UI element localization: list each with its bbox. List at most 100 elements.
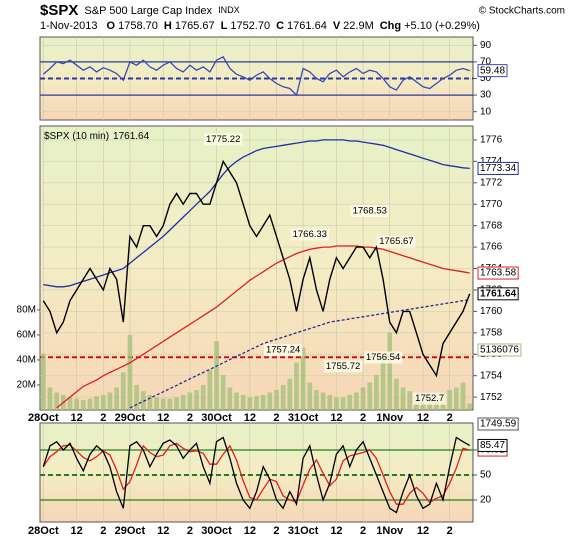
y-tick-label: 10	[480, 106, 492, 117]
x-tick-label: 12	[417, 412, 429, 424]
volume-bar	[194, 389, 199, 410]
y-tick-label: 30	[480, 90, 492, 101]
volume-bar	[160, 398, 166, 410]
annotation-box	[377, 235, 416, 248]
volume-bar	[314, 389, 319, 410]
y2-tick-label: 80M	[17, 305, 36, 316]
x-tick-label: 12	[71, 412, 83, 424]
annotation-box	[290, 228, 329, 241]
price-annotation: 1756.54	[366, 352, 400, 363]
annotation-box	[263, 343, 303, 356]
x-tick-label: 31Oct	[288, 412, 319, 424]
volume-bar	[214, 341, 219, 410]
legend-value: 1761.64	[113, 131, 150, 142]
volume-bar	[80, 399, 86, 410]
quote-key: O	[107, 20, 116, 32]
volume-bar	[267, 392, 273, 410]
series-line	[42, 159, 471, 378]
value-tag-box	[477, 438, 508, 452]
x-tick-label: 12	[244, 412, 256, 424]
quote-value: 22.9M	[343, 20, 374, 32]
x-tick-label: 30Oct	[201, 412, 232, 424]
volume-bar	[74, 398, 79, 410]
volume-bar	[254, 396, 259, 410]
volume-bar	[54, 392, 59, 410]
x-tick-label: 29Oct	[115, 525, 146, 537]
x-tick-label: 2	[447, 412, 453, 424]
y-tick-label: 90	[480, 40, 492, 51]
volume-bar	[307, 382, 313, 410]
volume-bar	[227, 387, 233, 410]
volume-bar	[187, 392, 193, 410]
value-tag-box	[477, 64, 508, 78]
value-tag-box	[477, 343, 522, 357]
volume-bar	[360, 387, 366, 410]
volume-bar	[234, 392, 239, 410]
volume-bar	[294, 362, 299, 410]
y-tick-label: 1760	[480, 306, 503, 317]
quote-key: H	[164, 20, 172, 32]
y2-tick-label: 20M	[17, 380, 36, 391]
x-tick-label: 2	[187, 525, 193, 537]
value-tag-box	[477, 161, 519, 175]
annotation-box	[350, 204, 389, 217]
value-tag: 85.47	[480, 440, 505, 451]
quote-key: L	[221, 20, 228, 32]
value-tag: 5136076	[480, 345, 519, 356]
volume-bar	[287, 378, 293, 410]
volume-bar	[367, 382, 373, 410]
volume-bar	[460, 382, 466, 410]
x-tick-label: 2	[273, 525, 279, 537]
x-tick-label: 2	[100, 525, 106, 537]
volume-bar	[374, 374, 379, 410]
quote-key: Chg	[380, 20, 401, 32]
volume-bar	[280, 384, 286, 410]
value-tag-box	[477, 287, 519, 301]
volume-bar	[167, 398, 173, 410]
price-annotation: 1755.72	[326, 361, 360, 372]
volume-bar	[407, 391, 413, 410]
volume-bar	[134, 384, 139, 410]
y-tick-label: 20	[480, 495, 492, 506]
price-annotation: 1766.33	[293, 229, 327, 240]
x-tick-label: 31Oct	[288, 525, 319, 537]
annotation-box	[363, 351, 403, 364]
volume-bar	[220, 374, 226, 410]
annotation-box	[323, 360, 363, 373]
x-tick-label: 2	[100, 412, 106, 424]
panel-bg	[39, 422, 474, 523]
volume-bar	[154, 397, 159, 410]
y-tick-label: 1758	[480, 327, 503, 338]
series-line	[129, 298, 470, 409]
volume-bar	[320, 392, 326, 410]
quote-key: C	[276, 20, 284, 32]
volume-bar	[387, 332, 393, 410]
y-tick-label: 50	[480, 470, 492, 481]
x-tick-label: 12	[330, 412, 342, 424]
copyright: © StockCharts.com	[479, 6, 565, 17]
y-tick-label: 50	[480, 73, 492, 84]
value-tag: 59.48	[480, 65, 505, 76]
y-tick-label: 1774	[480, 156, 503, 167]
quote-value: +5.10 (+0.29%)	[404, 20, 480, 32]
y-tick-label: 1768	[480, 220, 503, 231]
quote-value: 1758.70	[118, 20, 158, 32]
y-tick-label: 1766	[480, 242, 503, 253]
quote-value: 1765.67	[175, 20, 215, 32]
legend-name: $SPX (10 min)	[44, 131, 109, 142]
series-line	[56, 245, 470, 409]
exchange: INDX	[218, 5, 240, 15]
x-tick-label: 2	[187, 412, 193, 424]
price-annotation: 1757.24	[266, 344, 300, 355]
volume-bar	[87, 398, 93, 410]
volume-bar	[107, 392, 113, 410]
volume-bar	[67, 397, 73, 410]
symbol: $SPX	[40, 2, 78, 19]
volume-bar	[380, 359, 386, 410]
value-tag: 1749.59	[480, 419, 517, 430]
y-tick-label: 1772	[480, 177, 503, 188]
volume-bar	[100, 394, 106, 410]
y-tick-label: 1776	[480, 135, 503, 146]
y-tick-label: 1752	[480, 392, 503, 403]
volume-bar	[347, 394, 353, 410]
